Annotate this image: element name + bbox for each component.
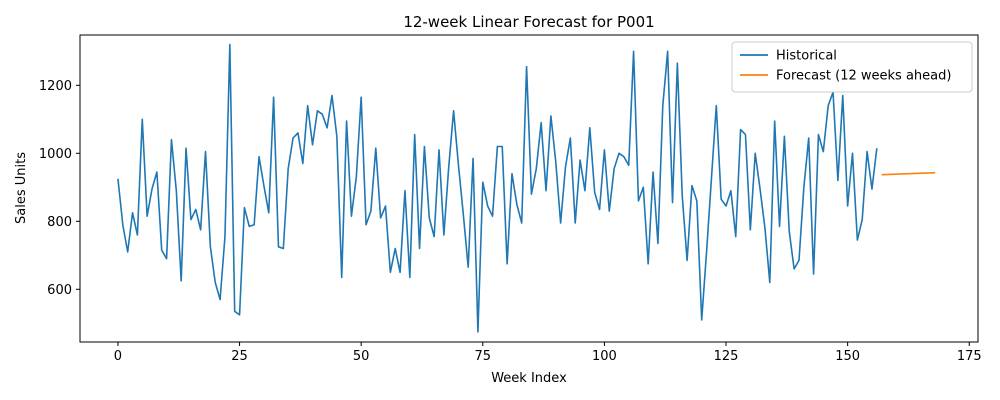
x-tick-label: 75 (475, 349, 492, 364)
series-layer (117, 43, 936, 333)
legend-label: Forecast (12 weeks ahead) (776, 69, 951, 84)
legend-box (731, 41, 973, 93)
legend: Historical Forecast (12 weeks ahead) (731, 41, 973, 93)
y-tick-label: 800 (47, 215, 72, 230)
x-tick-label: 125 (714, 349, 739, 364)
x-tick-label: 175 (957, 349, 982, 364)
x-tick-label: 0 (114, 349, 122, 364)
y-axis-ticks: 600 800 1000 1200 (39, 79, 80, 298)
chart-title: 12-week Linear Forecast for P001 (403, 13, 654, 31)
y-tick-label: 600 (47, 283, 72, 298)
series-line-historical (117, 43, 878, 333)
legend-label: Historical (776, 49, 837, 64)
x-tick-label: 25 (231, 349, 248, 364)
x-axis-label: Week Index (491, 371, 567, 386)
x-tick-label: 100 (592, 349, 617, 364)
y-axis-label: Sales Units (14, 152, 29, 224)
y-tick-label: 1200 (39, 79, 72, 94)
x-tick-label: 150 (835, 349, 860, 364)
series-line-forecast (881, 171, 936, 176)
plot-frame (79, 34, 979, 343)
x-axis-ticks: 0 25 50 75 100 125 150 175 (114, 342, 982, 364)
y-tick-label: 1000 (39, 147, 72, 162)
x-tick-label: 50 (353, 349, 370, 364)
